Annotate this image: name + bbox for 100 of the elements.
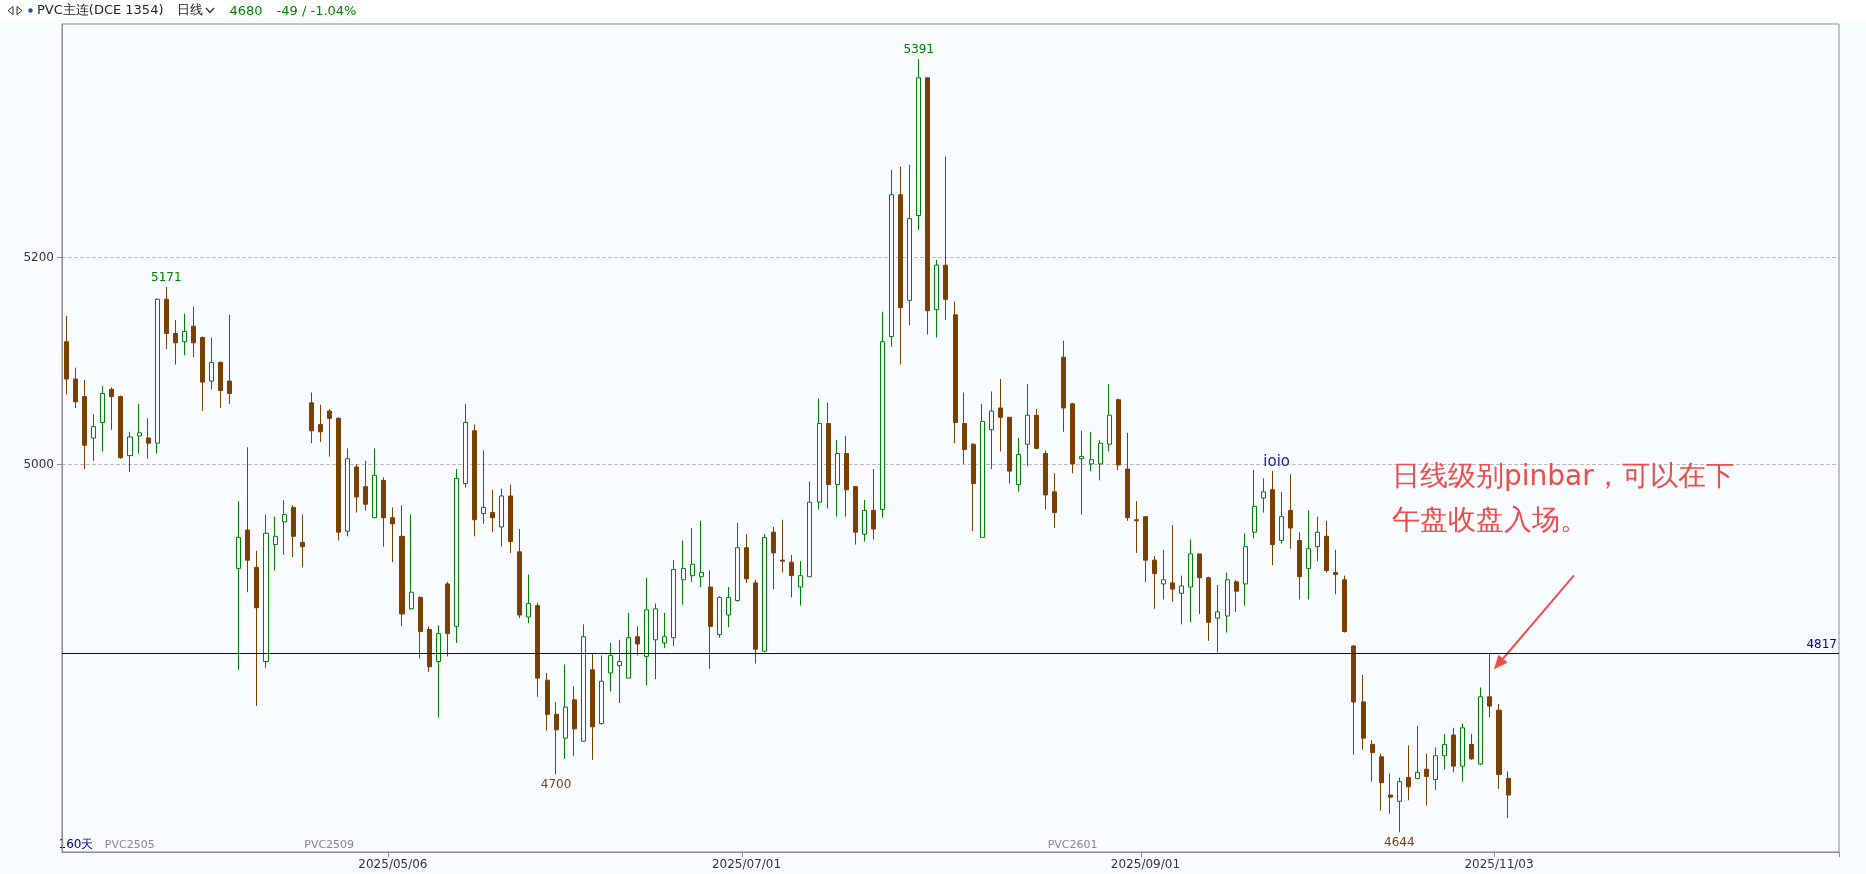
candlestick — [934, 259, 939, 339]
annotation: PVC2505 — [104, 838, 155, 851]
candlestick — [916, 58, 921, 231]
candlestick — [191, 306, 196, 358]
candlestick — [1016, 437, 1021, 493]
candlestick — [263, 514, 269, 669]
y-tick-label: 5200 — [23, 249, 54, 264]
candlestick — [835, 439, 840, 518]
x-tick-label: 2025/05/06 — [358, 857, 428, 871]
candlestick — [1143, 516, 1148, 583]
candlestick — [1487, 652, 1492, 718]
candlestick — [798, 560, 803, 607]
candlestick — [1496, 703, 1502, 790]
chart-subtitle: 日线 — [177, 1, 204, 19]
candlestick — [617, 639, 622, 704]
candlestick — [363, 460, 368, 511]
candlestick — [690, 527, 695, 583]
candlestick — [1288, 473, 1293, 550]
annotation: 4644 — [1384, 835, 1415, 850]
candlestick — [871, 468, 876, 540]
candlestick — [517, 528, 522, 619]
candlestick — [499, 488, 504, 548]
candlestick — [454, 468, 459, 644]
candlestick — [309, 391, 314, 444]
annotation: 日线级别pinbar，可以在下午盘收盘入场。 — [1391, 458, 1734, 536]
candlestick — [563, 664, 568, 760]
candlestick — [753, 579, 758, 665]
candlestick — [862, 499, 867, 542]
candlestick — [218, 360, 223, 409]
candlestick — [853, 486, 858, 546]
candlestick — [1261, 477, 1266, 514]
candlestick — [127, 431, 133, 473]
candlestick — [1225, 572, 1230, 634]
candlestick — [1370, 739, 1375, 783]
candlestick — [581, 623, 586, 742]
candlestick — [291, 504, 296, 558]
candlestick — [1243, 532, 1248, 607]
candlestick — [1007, 416, 1012, 485]
candlestick — [137, 403, 142, 455]
candlestick — [209, 337, 214, 390]
candlestick — [300, 514, 305, 568]
candlestick — [282, 499, 287, 556]
candlestick — [1451, 727, 1456, 773]
candlestick — [708, 569, 713, 670]
candlestick — [1397, 776, 1402, 833]
candlestick — [1161, 549, 1166, 600]
candlestick — [526, 574, 531, 624]
candlestick — [717, 595, 722, 639]
candlestick — [989, 390, 994, 470]
candlestick — [1506, 770, 1511, 819]
candlestick — [898, 166, 903, 366]
candlestick — [980, 403, 985, 538]
candlestick — [273, 516, 278, 571]
candlestick — [118, 395, 123, 460]
candlestick — [1070, 402, 1075, 474]
candlestick — [545, 672, 550, 732]
candlestick — [1433, 746, 1438, 791]
candlestick — [880, 311, 885, 519]
candlestick — [599, 654, 604, 726]
candlestick — [535, 602, 540, 698]
candlestick — [200, 336, 205, 412]
annotation: ioio — [1263, 451, 1290, 470]
candlestick — [554, 701, 559, 775]
candlestick — [1025, 383, 1030, 467]
candlestick — [1215, 584, 1220, 653]
candlestick — [73, 367, 78, 409]
candlestick — [1388, 772, 1393, 815]
candlestick — [1170, 524, 1175, 603]
candlestick — [345, 447, 350, 537]
annotation: 4700 — [540, 777, 572, 792]
candlestick — [943, 155, 948, 321]
annotation: 5391 — [903, 42, 935, 57]
candlestick — [626, 612, 631, 679]
candlestick — [889, 169, 894, 348]
candlestick — [925, 77, 930, 335]
candlestick — [336, 416, 341, 541]
candlestick — [1415, 725, 1420, 780]
candlestick — [427, 625, 432, 673]
annotation: PVC2509 — [304, 838, 355, 851]
candlestick — [590, 652, 595, 761]
candlestick — [164, 286, 169, 350]
candlestick — [744, 533, 749, 584]
y-tick-label: 5000 — [23, 456, 54, 471]
candlestick — [1270, 470, 1275, 566]
candlestick — [1079, 430, 1084, 516]
candlestick — [227, 314, 232, 405]
candlestick — [681, 539, 686, 606]
x-tick-label: 2025/11/03 — [1464, 857, 1534, 871]
candlestick — [844, 435, 849, 518]
ref-line-label: 4817 — [1806, 637, 1837, 652]
candlestick — [155, 297, 160, 455]
candlestick — [354, 463, 359, 514]
candlestick — [1116, 398, 1121, 471]
candlestick — [1052, 472, 1057, 529]
candlestick — [971, 442, 976, 532]
candlestick — [327, 408, 332, 458]
candlestick — [1206, 576, 1211, 642]
text: -49 / -1.04% — [276, 2, 357, 18]
candlestick — [1379, 753, 1384, 812]
candlestick — [953, 300, 958, 444]
